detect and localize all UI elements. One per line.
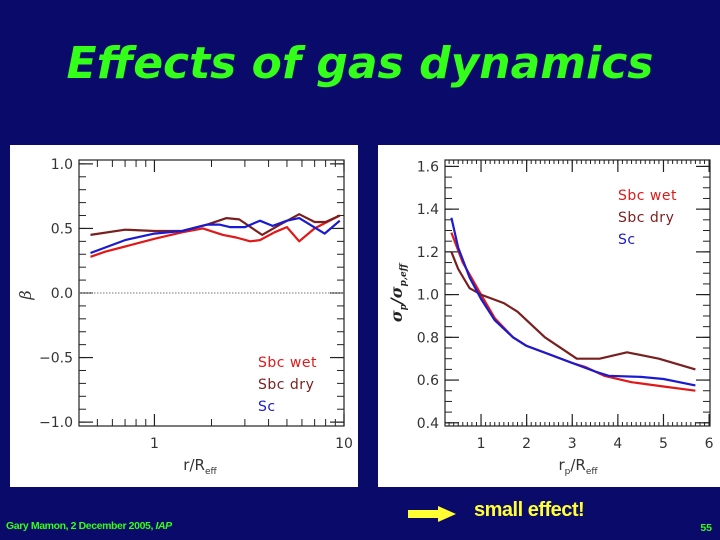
y-tick-label: 1.0 <box>417 288 439 304</box>
footer-credit: Gary Mamon, 2 December 2005, IAP <box>6 520 172 532</box>
plot-frame <box>444 159 711 427</box>
legend-entry-sc: Sc <box>258 399 276 415</box>
footer-institute: IAP <box>155 520 172 532</box>
right-arrow-icon <box>408 506 456 522</box>
series-line-sbc-dry <box>90 213 341 237</box>
y-tick-label: 1.2 <box>417 245 439 261</box>
y-tick-label: 1.0 <box>51 157 73 173</box>
y-tick-label: −1.0 <box>39 415 73 431</box>
y-tick-label: −0.5 <box>39 351 73 367</box>
x-tick-label: 5 <box>659 436 668 452</box>
x-tick-label: 3 <box>568 436 577 452</box>
x-axis-label-mid: /R <box>570 456 585 474</box>
x-tick-label: 10 <box>335 436 353 452</box>
x-tick-label: 6 <box>705 436 714 452</box>
y-axis-label: β <box>16 290 35 300</box>
y-tick-label: 0.0 <box>51 286 73 302</box>
legend-entry-sbc-dry: Sbc dry <box>258 377 314 393</box>
dispersion-chart: 1 2 3 4 5 6 0.4 0.6 0.8 1.0 1.2 1.4 1.6 Sbc wet Sbc dr… <box>387 159 714 477</box>
x-axis-label-main: r/R <box>183 456 205 474</box>
y-axis-label-main: σ <box>387 310 406 322</box>
x-axis-label: rp/Reff <box>558 456 598 477</box>
slide-title: Effects of gas dynamics <box>66 38 654 89</box>
x-tick-label: 4 <box>613 436 622 452</box>
x-axis-label-subscript: eff <box>205 467 218 477</box>
y-tick-label: 1.4 <box>417 202 439 218</box>
beta-chart-panel: 1 10 −1.0 −0.5 0.0 0.5 1.0 Sbc wet Sbc dry Sc r/Re… <box>10 145 358 487</box>
footer-author: Gary Mamon, 2 December 2005, <box>6 520 156 532</box>
conclusion-text: small effect! <box>474 499 585 521</box>
legend-entry-sbc-wet: Sbc wet <box>618 188 677 204</box>
x-axis-label-subscript: p <box>565 467 571 477</box>
series-line-sc <box>90 216 341 255</box>
legend-entry-sbc-dry: Sbc dry <box>618 210 674 226</box>
legend-entry-sc: Sc <box>618 232 636 248</box>
x-axis-label-subscript: eff <box>586 467 599 477</box>
x-tick-label: 1 <box>150 436 159 452</box>
y-tick-label: 0.8 <box>417 330 439 346</box>
page-number: 55 <box>700 522 712 534</box>
series-line-sbc-wet <box>90 214 341 258</box>
x-tick-label: 1 <box>477 436 486 452</box>
y-axis-label-subscript: p,eff <box>399 262 409 286</box>
y-axis-label: σp/σp,eff <box>387 262 409 322</box>
dispersion-chart-panel: 1 2 3 4 5 6 0.4 0.6 0.8 1.0 1.2 1.4 1.6 Sbc wet Sbc dr… <box>378 145 720 487</box>
x-axis-label-main: r <box>558 456 565 474</box>
y-axis-label-subscript: p <box>399 303 409 310</box>
series-line-sc <box>450 217 696 387</box>
series-line-sbc-dry <box>450 251 696 371</box>
y-axis-label-mid: /σ <box>387 286 406 306</box>
x-axis-label: r/Reff <box>183 456 217 477</box>
legend-entry-sbc-wet: Sbc wet <box>258 355 317 371</box>
y-tick-label: 0.6 <box>417 373 439 389</box>
beta-chart: 1 10 −1.0 −0.5 0.0 0.5 1.0 Sbc wet Sbc dry Sc r/Re… <box>16 157 353 477</box>
y-tick-label: 0.5 <box>51 221 73 237</box>
y-tick-label: 0.4 <box>417 416 439 432</box>
x-tick-label: 2 <box>522 436 531 452</box>
y-tick-label: 1.6 <box>417 159 439 175</box>
